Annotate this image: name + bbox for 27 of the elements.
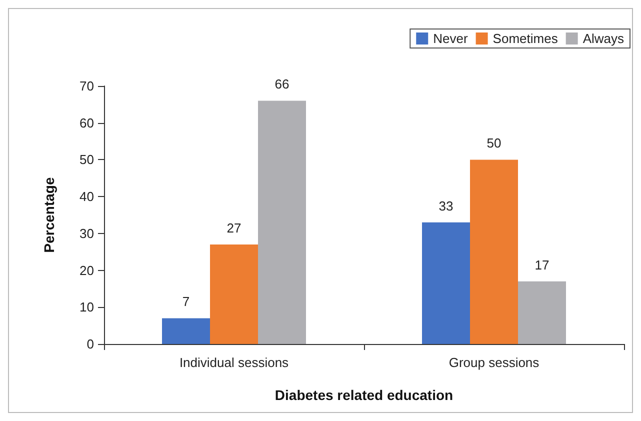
y-tick-label: 40 (80, 189, 94, 204)
legend-label: Never (433, 31, 468, 46)
y-tick-label: 60 (80, 115, 94, 130)
x-tick-label: Group sessions (448, 355, 540, 370)
bar (162, 318, 210, 344)
x-tick-label: Individual sessions (179, 355, 290, 370)
bar (518, 281, 566, 344)
y-axis-title: Percentage (41, 177, 57, 253)
x-axis-title: Diabetes related education (274, 387, 454, 403)
legend-label: Sometimes (492, 31, 558, 46)
y-tick-label: 20 (80, 262, 94, 278)
bar (210, 244, 258, 344)
bar (422, 222, 470, 344)
data-label: 7 (182, 294, 190, 310)
y-tick-label: 50 (80, 152, 94, 168)
data-label: 50 (486, 136, 502, 151)
y-tick-label: 70 (80, 78, 94, 94)
y-tick-label: 0 (86, 336, 94, 352)
data-label: 17 (534, 257, 550, 272)
legend-label: Always (582, 31, 624, 46)
data-label: 33 (438, 198, 454, 214)
bar (470, 160, 518, 344)
data-label: 66 (274, 76, 290, 92)
y-tick-label: 30 (80, 226, 94, 241)
y-tick-label: 10 (80, 300, 94, 315)
data-label: 27 (226, 220, 242, 236)
bar (258, 100, 306, 344)
